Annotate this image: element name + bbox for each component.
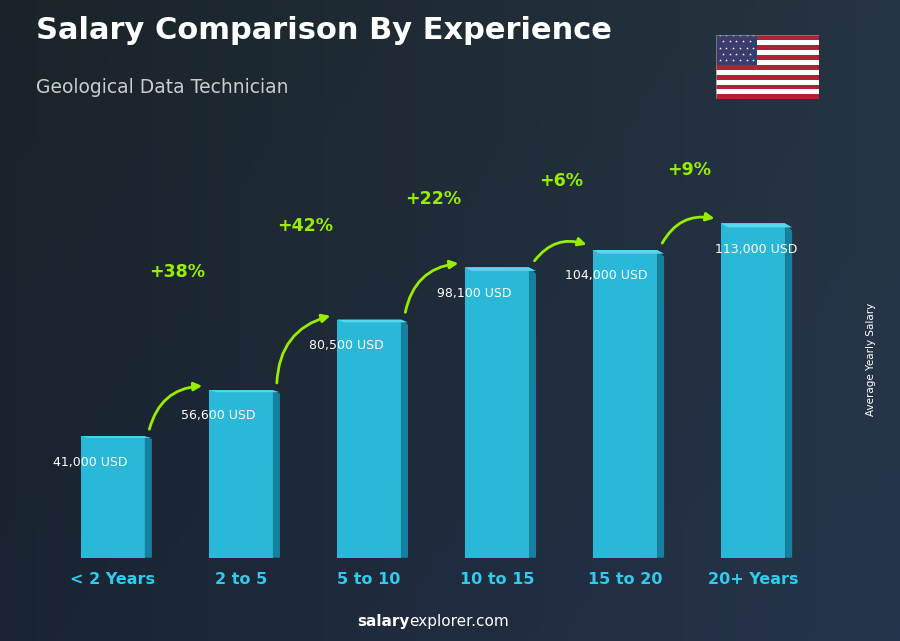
Polygon shape: [209, 390, 280, 392]
Text: 56,600 USD: 56,600 USD: [181, 410, 256, 422]
Bar: [716, 55, 819, 60]
Text: 113,000 USD: 113,000 USD: [715, 242, 797, 256]
Bar: [716, 50, 819, 55]
Text: salary: salary: [357, 615, 410, 629]
Text: 41,000 USD: 41,000 USD: [52, 456, 127, 469]
Bar: [716, 35, 819, 40]
Text: 80,500 USD: 80,500 USD: [309, 338, 383, 352]
Polygon shape: [401, 319, 408, 558]
Polygon shape: [273, 390, 280, 558]
Text: Average Yearly Salary: Average Yearly Salary: [866, 303, 877, 415]
Text: Geological Data Technician: Geological Data Technician: [36, 78, 289, 97]
Bar: [716, 60, 819, 65]
Text: 104,000 USD: 104,000 USD: [565, 269, 647, 282]
Polygon shape: [529, 267, 536, 558]
Text: explorer.com: explorer.com: [410, 615, 509, 629]
Polygon shape: [145, 437, 152, 558]
Bar: [593, 250, 657, 558]
Text: +9%: +9%: [667, 161, 711, 179]
Bar: [716, 40, 819, 45]
Bar: [716, 65, 819, 70]
Bar: [337, 319, 401, 558]
Polygon shape: [785, 223, 792, 558]
Polygon shape: [657, 250, 664, 558]
Polygon shape: [593, 250, 664, 254]
Bar: [716, 79, 819, 85]
Bar: [81, 437, 145, 558]
Bar: [716, 94, 819, 99]
Polygon shape: [465, 267, 536, 271]
Text: +22%: +22%: [405, 190, 461, 208]
Bar: [721, 223, 785, 558]
Polygon shape: [721, 223, 792, 228]
Text: +38%: +38%: [148, 263, 205, 281]
Bar: [716, 45, 819, 50]
Polygon shape: [337, 319, 408, 322]
Bar: [716, 85, 819, 90]
Text: +42%: +42%: [277, 217, 333, 235]
Bar: [716, 75, 819, 79]
Bar: [716, 35, 757, 65]
Text: 98,100 USD: 98,100 USD: [436, 287, 511, 300]
Bar: [209, 390, 273, 558]
Bar: [716, 90, 819, 94]
Bar: [465, 267, 529, 558]
Text: +6%: +6%: [539, 172, 583, 190]
Text: Salary Comparison By Experience: Salary Comparison By Experience: [36, 16, 612, 45]
Polygon shape: [81, 437, 152, 438]
Bar: [716, 70, 819, 75]
